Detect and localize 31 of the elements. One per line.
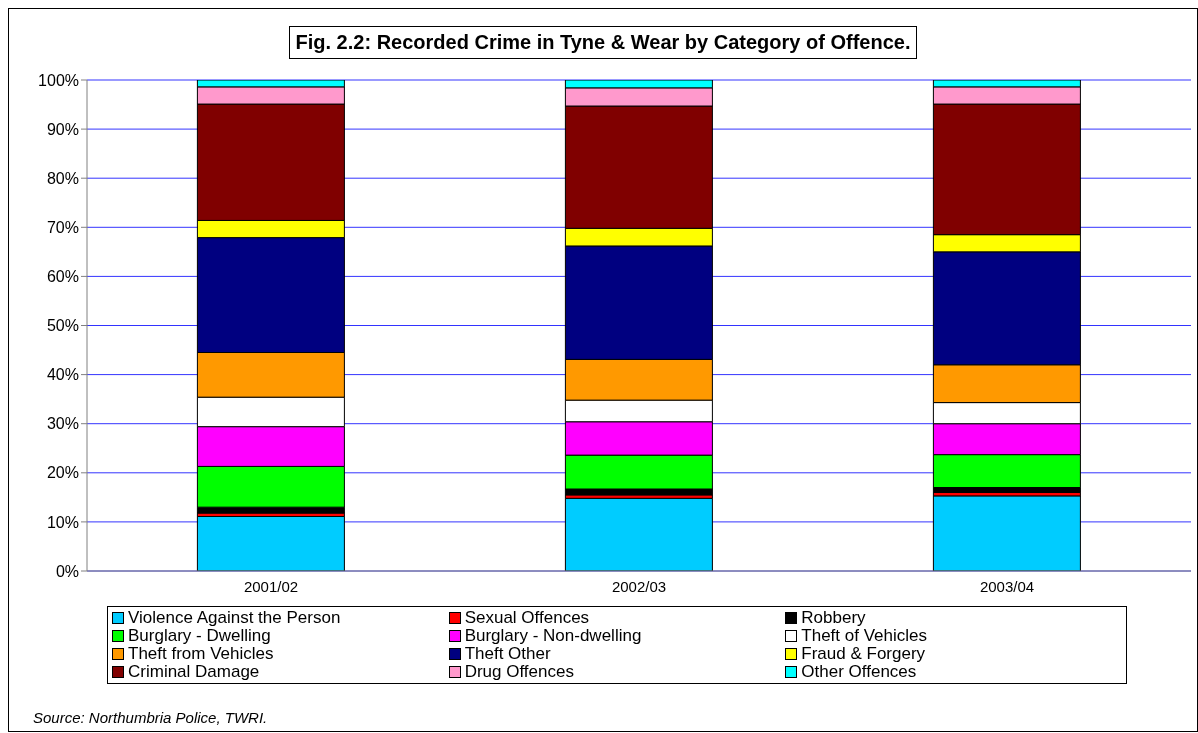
x-tick-label: 2002/03 [611, 577, 667, 595]
y-tick-label: 50% [46, 317, 79, 335]
y-tick-label: 20% [46, 464, 79, 482]
y-tick-label: 70% [46, 218, 79, 236]
y-tick-label: 60% [46, 268, 79, 286]
legend-label: Theft of Vehicles [801, 626, 928, 645]
legend-label: Criminal Damage [128, 662, 260, 681]
legend-label: Theft Other [464, 644, 551, 663]
legend-label: Other Offences [801, 662, 917, 681]
legend-label: Violence Against the Person [128, 608, 341, 627]
bar [196, 516, 345, 571]
legend-label: Robbery [801, 608, 866, 627]
legend-label: Burglary - Dwelling [128, 626, 271, 645]
legend-label: Sexual Offences [464, 608, 590, 627]
y-tick-label: 80% [46, 169, 79, 187]
x-tick-label: 2003/04 [979, 577, 1035, 595]
y-tick-label: 30% [46, 415, 79, 433]
bar [564, 497, 713, 571]
y-tick-label: 0% [55, 562, 79, 580]
bar [932, 495, 1081, 571]
chart-title: Fig. 2.2: Recorded Crime in Tyne & Wear by Category of Offence. [288, 26, 918, 59]
y-tick-label: 100% [38, 71, 79, 89]
legend-label: Theft from Vehicles [128, 644, 274, 663]
y-tick-label: 40% [46, 366, 79, 384]
source-note: Source: Northumbria Police, TWRI. [33, 709, 268, 726]
legend-label: Burglary - Non-dwelling [464, 626, 642, 645]
legend-label: Fraud & Forgery [801, 644, 926, 663]
y-tick-label: 10% [46, 513, 79, 531]
legend-label: Drug Offences [464, 662, 574, 681]
y-tick-label: 90% [46, 120, 79, 138]
x-tick-label: 2001/02 [243, 577, 299, 595]
